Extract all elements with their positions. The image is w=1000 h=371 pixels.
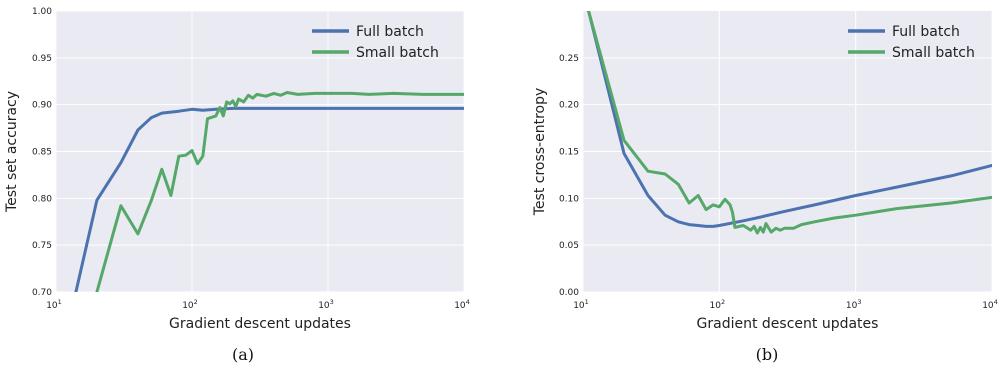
y-tick-label: 0.20: [559, 101, 579, 111]
legend-label: Full batch: [356, 24, 424, 40]
panel-caption: (a): [232, 345, 254, 364]
series-group: [587, 11, 992, 235]
y-tick-label: 0.70: [32, 288, 52, 298]
x-tick-exponent: 1: [58, 298, 62, 306]
x-tick-exponent: 4: [466, 298, 470, 306]
x-tick-label: 101: [573, 298, 589, 311]
y-tick-label: 0.10: [559, 194, 579, 204]
y-tick-label: 0.05: [559, 241, 579, 251]
legend-label: Small batch: [356, 45, 439, 61]
y-tick-label: 0.85: [32, 148, 52, 158]
y-axis-label: Test set accuracy: [4, 91, 20, 213]
y-axis-label: Test cross-entropy: [532, 88, 548, 217]
x-tick-label: 104: [454, 298, 470, 311]
series-line-1: [95, 91, 464, 292]
x-tick-base: 10: [573, 301, 585, 311]
x-tick-label: 102: [710, 298, 726, 311]
x-tick-exponent: 1: [585, 298, 589, 306]
x-axis-label: Gradient descent updates: [697, 316, 879, 332]
x-tick-base: 10: [846, 301, 858, 311]
x-tick-exponent: 2: [721, 298, 725, 306]
x-axis-label: Gradient descent updates: [169, 316, 351, 332]
x-tick-exponent: 4: [994, 298, 998, 306]
x-tick-base: 10: [982, 301, 994, 311]
y-tick-label: 0.25: [559, 54, 579, 64]
x-tick-base: 10: [454, 301, 466, 311]
series-line-0: [74, 106, 464, 292]
x-tick-label: 103: [318, 298, 334, 311]
x-tick-label: 102: [182, 298, 198, 311]
x-tick-exponent: 2: [194, 298, 198, 306]
y-tick-label: 0.00: [559, 288, 579, 298]
series-group: [74, 91, 464, 292]
y-tick-label: 1.00: [32, 7, 52, 17]
legend-label: Full batch: [892, 24, 960, 40]
x-tick-base: 10: [318, 301, 330, 311]
x-tick-label: 103: [846, 298, 862, 311]
x-tick-label: 101: [46, 298, 62, 311]
legend: Full batch Small batch: [312, 24, 439, 61]
x-tick-base: 10: [46, 301, 58, 311]
series-line-1: [587, 11, 992, 235]
y-tick-label: 0.15: [559, 148, 579, 158]
legend: Full batch Small batch: [848, 24, 975, 61]
x-tick-base: 10: [710, 301, 722, 311]
panel-caption: (b): [756, 345, 779, 364]
y-tick-label: 0.80: [32, 194, 52, 204]
legend-label: Small batch: [892, 45, 975, 61]
y-tick-label: 0.95: [32, 54, 52, 64]
x-tick-exponent: 3: [857, 298, 861, 306]
y-tick-label: 0.90: [32, 101, 52, 111]
y-tick-label: 0.75: [32, 241, 52, 251]
x-tick-exponent: 3: [330, 298, 334, 306]
series-line-0: [587, 11, 992, 228]
x-tick-base: 10: [182, 301, 194, 311]
x-tick-label: 104: [982, 298, 998, 311]
